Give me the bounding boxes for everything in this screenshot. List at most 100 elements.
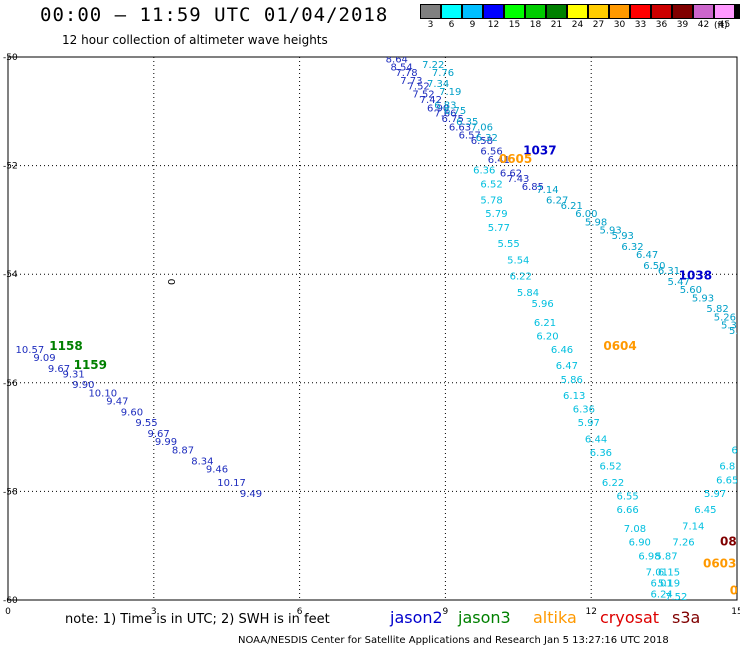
wave-height-label: 6.20 [536,331,558,342]
scale-label: 3 [427,20,434,30]
wave-height-label: 7.22 [422,60,444,71]
footer-note: note: 1) Time is in UTC; 2) SWH is in fe… [65,612,330,627]
mission-altika: altika [533,608,577,627]
wave-height-label: 6.52 [480,179,502,190]
y-tick-label: -56 [3,379,18,389]
page-title: 00:00 – 11:59 UTC 01/04/2018 [40,4,389,26]
scale-swatch [693,4,714,19]
scale-swatch [588,4,609,19]
wave-height-label: 10.17 [217,478,246,489]
scale-label: 30 [613,20,626,30]
scale-label: 21 [550,20,563,30]
scale-label: 39 [676,20,689,30]
scale-swatch [420,4,441,19]
page-subtitle: 12 hour collection of altimeter wave hei… [62,33,328,47]
x-tick-label: 0 [5,607,11,617]
wave-height-label: 6.75 [442,114,464,125]
scale-cell: 6 [441,4,462,32]
scale-cell: 12 [483,4,504,32]
x-tick-label: 9 [443,607,449,617]
scale-cell: 27 [588,4,609,32]
mission-s3a: s3a [672,608,701,627]
pass-time-label: 1158 [49,339,82,353]
scale-swatch [651,4,672,19]
wave-height-label: 6.47 [556,361,578,372]
wave-height-label: 6.22 [602,478,624,489]
pass-time-label: 1036 [431,46,464,60]
wave-height-label: 8.87 [172,445,194,456]
wave-height-label: 9.67 [148,429,170,440]
scale-cell: 30 [609,4,630,32]
wave-height-label: 7.66 [434,109,456,120]
wave-height-label: 6.21 [561,201,583,212]
wave-height-label: 6.85 [522,182,544,193]
wave-height-label: 5.0 [729,326,740,337]
wave-height-label: 7.52 [412,90,434,101]
scale-label: 6 [448,20,455,30]
wave-height-label: 7.78 [395,68,417,79]
credit-line: NOAA/NESDIS Center for Satellite Applica… [238,635,669,646]
scale-cell: 33 [630,4,651,32]
scale-unit: (ft) [714,21,728,31]
plot-frame [7,56,738,601]
wave-height-label: 9.31 [62,369,84,380]
wave-height-label: 6.32 [621,242,643,253]
wave-height-label: 5.60 [680,285,702,296]
contour-label: 0 [167,279,178,285]
mission-jason2: jason2 [390,608,443,627]
wave-height-label: 6.75 [444,106,466,117]
wave-height-label: 7.73 [400,76,422,87]
wave-height-label: 7.01 [646,568,668,579]
pass-time-label: 0 [730,584,738,598]
pass-time-label: 1159 [74,358,107,372]
y-tick-label: -60 [3,596,18,606]
wave-height-label: 7.06 [471,122,493,133]
wave-height-label: 6.56 [480,147,502,158]
wave-height-label: 7.14 [682,521,704,532]
scale-label: 45 [718,20,731,30]
wave-height-label: 6.62 [500,168,522,179]
x-tick-label: 12 [585,607,596,617]
wave-height-label: 6.01 [651,578,673,589]
scale-cell: 39 [672,4,693,32]
wave-height-label: 6.98 [638,551,660,562]
wave-height-label: 6.45 [694,505,716,516]
wave-height-label: 7.76 [432,68,454,79]
scale-swatch [504,4,525,19]
wave-height-label: 5.96 [531,299,553,310]
wave-height-label: 7.34 [427,79,449,90]
wave-height-label: 10.10 [88,388,117,399]
wave-height-label: 9.60 [121,407,143,418]
wave-height-label: 6.36 [573,405,595,416]
pass-time-label: 0604 [603,339,636,353]
scale-label: 12 [487,20,500,30]
wave-height-label: 6.50 [643,261,665,272]
scale-cell: 42 [693,4,714,32]
wave-height-label: 6.13 [563,391,585,402]
wave-height-label: 5.93 [600,225,622,236]
wave-height-label: 6.44 [585,435,607,446]
scale-label: 18 [529,20,542,30]
wave-height-label: 6.52 [600,462,622,473]
y-tick-label: -54 [3,270,18,280]
wave-height-label: 9.46 [206,464,228,475]
wave-height-label: 5.30 [721,321,740,332]
mission-jason3: jason3 [458,608,511,627]
pass-time-label: 080 [720,535,740,549]
scale-cell: 36 [651,4,672,32]
wave-height-label: 6.63 [449,122,471,133]
wave-height-label: 5.87 [655,551,677,562]
wave-height-label: 6.24 [651,589,673,600]
scale-swatch [567,4,588,19]
wave-height-label: 5.97 [704,489,726,500]
scale-swatch [714,4,735,19]
wave-height-label: 7.14 [536,185,558,196]
scale-swatch [546,4,567,19]
wave-height-label: 7.52 [408,82,430,93]
wave-height-label: 5.93 [612,231,634,242]
wave-height-label: 6.90 [629,538,651,549]
scale-cell: 15 [504,4,525,32]
pass-time-label: 1038 [679,269,712,283]
scale-swatch [735,4,740,19]
wave-height-label: 6.46 [551,345,573,356]
